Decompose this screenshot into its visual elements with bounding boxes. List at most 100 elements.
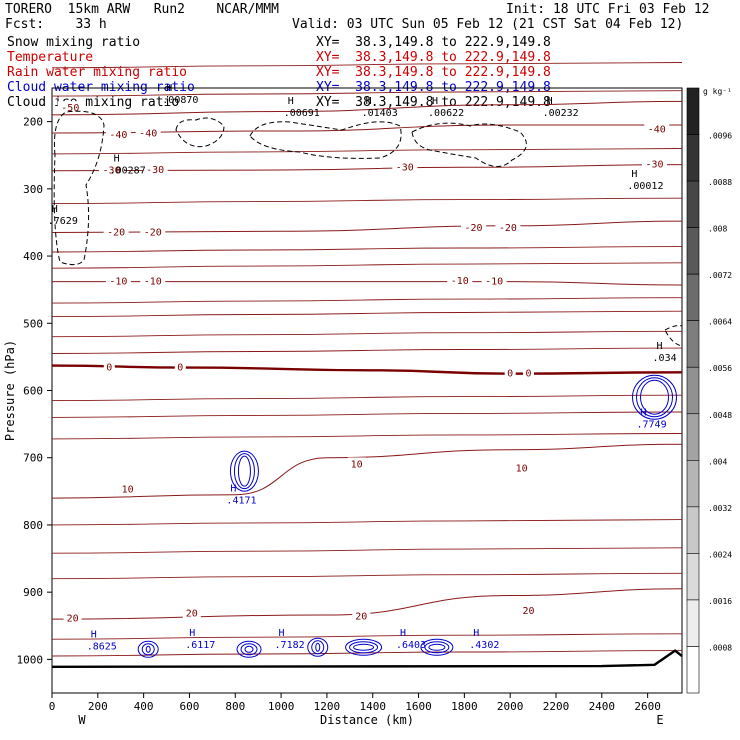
isotherm-label: -30: [146, 165, 164, 176]
terrain-line: [51, 649, 683, 668]
max-marker: H: [400, 628, 406, 639]
isotherm-label: -10: [109, 277, 127, 288]
max-marker: H: [366, 96, 372, 107]
isotherm-label: -10: [485, 277, 503, 288]
isotherm-minor: [51, 394, 683, 402]
cloud-water-contour: [349, 641, 379, 654]
field-section-coords: XY= 38.3,149.8 to 222.9,149.8: [316, 65, 551, 80]
colorbar-swatch: [686, 366, 700, 415]
isotherm-minor: [51, 347, 683, 354]
max-marker: H: [657, 341, 663, 352]
isotherm-label-bg: [105, 128, 131, 141]
field-section-coords: XY= 38.3,149.8 to 222.9,149.8: [316, 35, 551, 50]
isotherm-label-bg: [644, 122, 670, 135]
isotherm--40: [51, 124, 682, 134]
max-marker: H: [473, 628, 479, 639]
isotherm-label-bg: [512, 461, 531, 474]
colorbar-tick-label: .0024: [708, 550, 732, 559]
init-time: Init: 18 UTC Fri 03 Feb 12: [506, 2, 710, 17]
isotherm-label: -30: [645, 160, 663, 171]
x-tick-label: 0: [49, 700, 56, 713]
x-tick-label: 800: [225, 700, 245, 713]
isotherm--50: [51, 100, 683, 116]
max-value: .00287: [110, 165, 146, 176]
y-tick-label: 700: [23, 452, 43, 465]
colorbar-swatch: [686, 460, 700, 508]
isotherm-label: -20: [144, 228, 162, 239]
isotherm-label: 20: [355, 611, 367, 622]
isotherm-label: -10: [451, 276, 469, 287]
colorbar-tick-label: .0064: [708, 318, 732, 327]
colorbar-tick-label: .0032: [708, 504, 732, 513]
isotherm-label-bg: [642, 157, 668, 170]
y-tick-label: 300: [23, 183, 43, 196]
colorbar-swatch: [686, 506, 700, 554]
colorbar-tick-label: .0072: [708, 271, 732, 280]
isotherm-label-bg: [495, 220, 521, 233]
max-value: .00691: [284, 108, 320, 119]
isotherm-label: 20: [186, 609, 198, 620]
isotherm-label: 0: [525, 369, 531, 380]
cloud-water-contour: [237, 455, 251, 487]
max-value: .4302: [469, 640, 499, 651]
east-endpoint-label: E: [656, 713, 663, 727]
isotherm-minor: [51, 547, 683, 554]
y-tick-label: 400: [23, 250, 43, 263]
max-marker: H: [114, 153, 120, 164]
max-value: .7182: [275, 640, 305, 651]
isotherm-20: [51, 588, 683, 620]
isotherm-label-bg: [352, 609, 371, 622]
isotherm-label: -10: [144, 277, 162, 288]
isotherm-minor: [51, 330, 683, 338]
isotherm-label-bg: [447, 273, 473, 286]
cloud-water-contour: [229, 450, 259, 492]
cloud-water-contour: [636, 377, 674, 418]
field-name: Temperature: [7, 50, 94, 65]
max-value: .8625: [87, 641, 117, 652]
x-tick-label: 600: [180, 700, 200, 713]
cloud-water-contour: [240, 643, 258, 656]
cloud-water-contour: [307, 637, 329, 657]
isotherm-minor: [51, 197, 683, 205]
isotherm-label-bg: [504, 366, 516, 379]
max-marker: H: [166, 83, 172, 94]
max-value: .7749: [637, 419, 667, 430]
max-value: .00232: [543, 108, 579, 119]
colorbar-tick-label: .0016: [708, 597, 732, 606]
max-value: .4171: [226, 495, 256, 506]
y-tick-label: 800: [23, 519, 43, 532]
max-marker: H: [230, 483, 236, 494]
cloud-water-contour: [137, 640, 159, 658]
isotherm-label-bg: [182, 606, 201, 619]
cloud-water-contour: [353, 643, 375, 651]
isotherm-minor: [51, 519, 683, 526]
isotherm-label: -30: [396, 162, 414, 173]
max-marker: H: [91, 629, 97, 640]
isotherm-10: [51, 443, 683, 499]
colorbar-swatch: [686, 553, 700, 601]
cloud-water-contour: [315, 642, 321, 652]
isotherm-minor: [51, 246, 683, 253]
snow-cloud-outline: [175, 117, 225, 148]
x-tick-label: 2400: [589, 700, 616, 713]
isotherm-label: -40: [139, 129, 157, 140]
cloud-water-contour: [141, 643, 155, 656]
isotherm-label: 20: [522, 606, 534, 617]
colorbar-swatch: [686, 134, 700, 182]
valid-time: Valid: 03 UTC Sun 05 Feb 12 (21 CST Sat …: [292, 17, 684, 32]
isotherm-label: -20: [107, 228, 125, 239]
cloud-water-contour: [428, 643, 446, 651]
isotherm-minor: [51, 633, 683, 640]
y-tick-label: 500: [23, 317, 43, 330]
isotherm-label-bg: [135, 126, 161, 139]
cloud-water-contour: [632, 374, 678, 420]
y-tick-label: 900: [23, 586, 43, 599]
isotherm--10: [51, 281, 683, 286]
isotherm-minor: [51, 90, 683, 97]
isotherm-minor: [51, 572, 683, 580]
x-tick-label: 400: [134, 700, 154, 713]
max-value: .7629: [48, 216, 78, 227]
isotherm-label: -20: [464, 223, 482, 234]
isotherm-label: 10: [351, 459, 363, 470]
x-axis-label: Distance (km): [320, 713, 414, 727]
